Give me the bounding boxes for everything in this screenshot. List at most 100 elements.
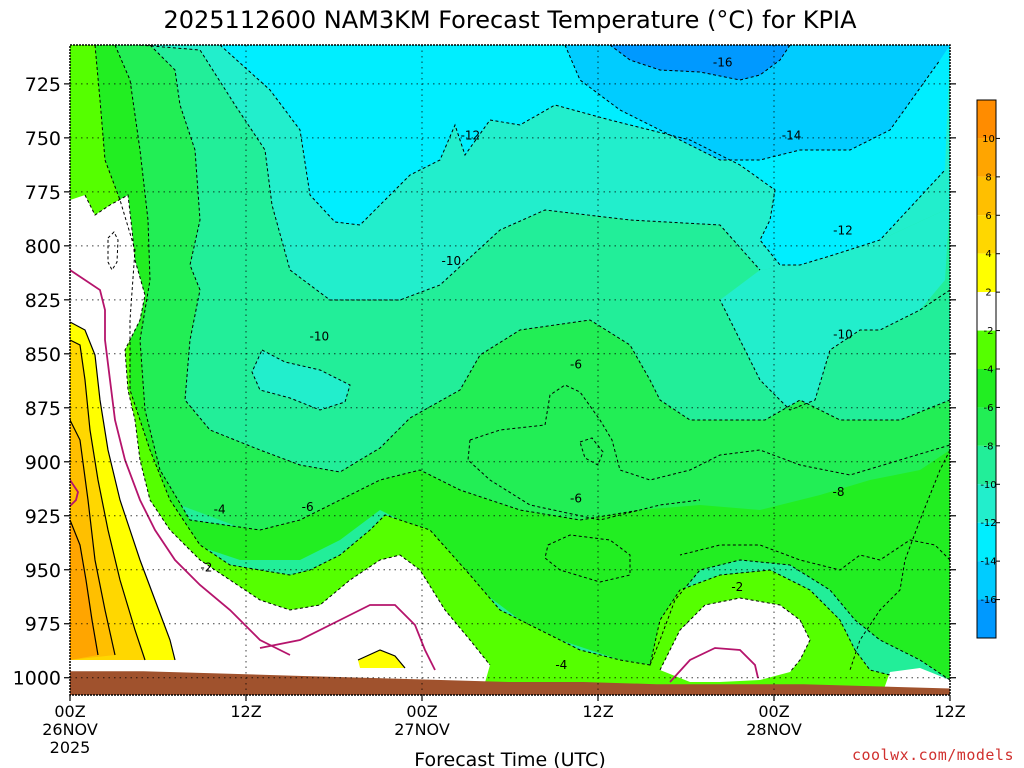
colorbar-label: 2 xyxy=(985,288,991,299)
contour-dashed-minus2-right xyxy=(659,597,811,673)
colorbar-swatch xyxy=(977,253,996,293)
contour-dashed-minus2-island xyxy=(107,231,119,272)
band-below-minus16 xyxy=(610,45,790,80)
colorbar-label: -4 xyxy=(984,365,994,376)
island-minus2-plus2 xyxy=(108,232,118,270)
colorbar-label: 6 xyxy=(985,211,991,222)
contour-dashed-minus2 xyxy=(84,194,491,666)
colorbar-swatch xyxy=(977,599,996,638)
grid-lines xyxy=(70,45,950,695)
contour-dashed-minus4-right-edge xyxy=(849,449,950,671)
contour-dashed-minus8 xyxy=(149,45,950,473)
contour-dashed-minus14 xyxy=(564,45,941,161)
contour-label: -10 xyxy=(310,330,330,344)
band-minus12-minus10-lower-right xyxy=(720,200,950,410)
chart-title: 2025112600 NAM3KM Forecast Temperature (… xyxy=(163,6,857,34)
colorbar-swatch xyxy=(977,484,996,523)
terrain-below-surface xyxy=(70,671,950,695)
contour-labels: -16 -14 -12 -12 -10 -10 -10 -6 -6 -6 -8 -4 -2 -2 -4 xyxy=(200,55,853,671)
colorbar-label: -6 xyxy=(984,403,994,414)
y-tick-label: 925 xyxy=(25,506,61,528)
colorbar-label: -12 xyxy=(980,518,996,529)
contour-dashed-minus6 xyxy=(114,45,641,531)
contour-solid-plus8 xyxy=(70,519,99,656)
y-tick-label: 775 xyxy=(25,182,61,204)
contour-label: -10 xyxy=(833,327,853,341)
colorbar-swatch xyxy=(977,292,996,331)
contour-label: -6 xyxy=(302,500,314,514)
contour-dashed-minus8-small-pocket xyxy=(544,534,631,583)
colorbar-label: -16 xyxy=(980,595,996,606)
terrain-fill xyxy=(70,671,950,695)
contour-label: -2 xyxy=(731,580,743,594)
colorbar-swatch xyxy=(977,522,996,562)
x-tick-date: 28NOV xyxy=(746,720,802,739)
colorbar-label: -8 xyxy=(984,441,994,452)
colorbar-swatch xyxy=(977,369,996,408)
y-axis: 725 750 775 800 825 850 875 900 925 950 975 1000 xyxy=(13,74,956,690)
contour-dashed-minus10 xyxy=(139,45,761,301)
x-tick-date: 27NOV xyxy=(394,720,450,739)
y-tick-label: 900 xyxy=(25,452,61,474)
contour-label: -6 xyxy=(570,358,582,372)
colorbar: 10 8 6 4 2 -2 -4 -6 -8 -10 -12 -14 -16 xyxy=(976,99,1000,639)
contour-magenta-0c-edge xyxy=(70,479,79,507)
y-tick-label: 975 xyxy=(25,614,61,636)
band-minus6-minus4 xyxy=(78,45,950,680)
contour-dashed-minus4 xyxy=(94,45,891,676)
colorbar-swatch xyxy=(977,176,996,216)
x-tick-date: 26NOV xyxy=(42,720,98,739)
contour-label: -14 xyxy=(782,129,802,143)
y-tick-label: 825 xyxy=(25,290,61,312)
pocket-plus2-plus4 xyxy=(358,650,405,668)
colorbar-swatch xyxy=(977,100,996,139)
contour-dashed-minus16 xyxy=(609,45,791,81)
x-tick-label: 12Z xyxy=(934,702,965,721)
y-tick-label: 875 xyxy=(25,398,61,420)
band-minus16-minus14 xyxy=(565,45,950,160)
colorbar-label: 8 xyxy=(985,172,991,183)
y-tick-label: 750 xyxy=(25,128,61,150)
colorbar-label: -2 xyxy=(984,326,994,337)
colorbar-label: -10 xyxy=(980,480,996,491)
contour-label: -12 xyxy=(461,129,481,143)
x-tick-label: 00Z xyxy=(54,702,85,721)
contour-dashed-minus6-pocket xyxy=(469,384,950,481)
contour-lines xyxy=(70,45,950,683)
colorbar-label: 4 xyxy=(985,249,991,260)
contour-label: -16 xyxy=(713,55,733,69)
contour-dashed-minus12 xyxy=(219,45,946,266)
colorbar-label: 10 xyxy=(982,134,995,145)
contour-label: -8 xyxy=(833,485,845,499)
contour-solid-plus6 xyxy=(70,419,116,656)
contour-dashed-minus10-right xyxy=(719,289,950,411)
filled-temperature-field xyxy=(70,45,950,695)
x-axis-label: Forecast Time (UTC) xyxy=(414,749,605,768)
y-tick-label: 950 xyxy=(25,560,61,582)
contour-label: -6 xyxy=(570,491,582,505)
contour-label: -12 xyxy=(833,224,853,238)
contour-dashed-minus6-right xyxy=(649,559,950,681)
contour-label: -2 xyxy=(200,561,212,575)
contour-label: -10 xyxy=(442,254,462,268)
x-tick-label: 12Z xyxy=(582,702,613,721)
x-tick-year: 2025 xyxy=(50,738,91,757)
contour-solid-plus4 xyxy=(70,339,146,661)
contour-magenta-0c xyxy=(70,269,291,656)
band-minus2-plus2-right-bubble xyxy=(660,598,810,682)
contour-dashed-minus8-lower xyxy=(679,539,950,571)
x-tick-label: 00Z xyxy=(758,702,789,721)
pocket-minus12-minus10 xyxy=(252,350,350,410)
colorbar-swatch xyxy=(977,138,996,177)
x-tick-label: 12Z xyxy=(230,702,261,721)
contour-magenta-0c-right xyxy=(669,647,759,683)
colorbar-label: -14 xyxy=(980,557,996,568)
colorbar-swatch xyxy=(977,561,996,600)
contour-magenta-0c-dip xyxy=(259,604,436,671)
y-tick-label: 1000 xyxy=(13,668,61,690)
colorbar-swatch xyxy=(977,445,996,485)
colorbar-swatch xyxy=(977,215,996,254)
x-tick-label: 00Z xyxy=(406,702,437,721)
contour-label: -4 xyxy=(214,502,226,516)
